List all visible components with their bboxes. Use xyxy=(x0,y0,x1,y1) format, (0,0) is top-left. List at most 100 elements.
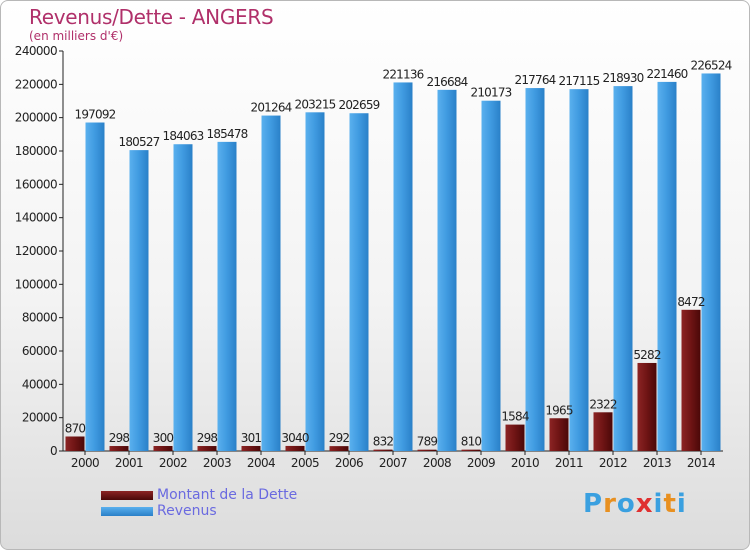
bar-dette xyxy=(109,446,129,451)
bar-dette xyxy=(681,309,701,451)
bar-revenus xyxy=(481,100,501,451)
bar-revenus xyxy=(613,86,633,451)
y-tick-label: 80000 xyxy=(22,311,57,325)
y-tick-label: 0 xyxy=(50,444,57,458)
data-label: 216684 xyxy=(426,75,467,89)
logo-letter: x xyxy=(635,489,654,519)
y-tick-label: 100000 xyxy=(15,277,57,291)
bar-dette xyxy=(417,449,437,451)
logo-letter: i xyxy=(676,489,687,519)
y-tick-label: 20000 xyxy=(22,411,57,425)
data-label: 1584 xyxy=(501,410,529,424)
bar-revenus xyxy=(701,73,721,452)
data-label: 5282 xyxy=(633,348,661,362)
y-tick-label: 180000 xyxy=(15,144,57,158)
bar-dette xyxy=(549,418,569,451)
y-tick-label: 240000 xyxy=(15,44,57,58)
data-label: 292 xyxy=(329,431,350,445)
bar-dette xyxy=(593,412,613,451)
legend-label-revenus: Revenus xyxy=(157,503,217,519)
logo-letter: P xyxy=(583,489,604,519)
data-label: 2322 xyxy=(589,397,617,411)
y-tick-label: 220000 xyxy=(15,77,57,91)
x-tick-label: 2001 xyxy=(115,456,143,470)
bar-dette xyxy=(461,449,481,451)
x-tick-label: 2009 xyxy=(467,456,495,470)
bar-dette xyxy=(241,445,261,451)
x-tick-label: 2004 xyxy=(247,456,275,470)
bar-revenus xyxy=(349,113,369,452)
logo-letter: t xyxy=(663,489,677,519)
data-label: 203215 xyxy=(294,97,335,111)
bar-dette xyxy=(373,449,393,451)
bar-dette xyxy=(329,446,349,451)
bar-dette xyxy=(197,446,217,451)
legend-swatch-revenus xyxy=(101,507,153,516)
data-label: 8472 xyxy=(677,295,705,309)
bar-revenus xyxy=(85,122,105,451)
bar-revenus xyxy=(525,88,545,451)
x-tick-label: 2006 xyxy=(335,456,363,470)
bar-dette xyxy=(285,445,305,451)
data-label: 1965 xyxy=(545,403,573,417)
bar-dette xyxy=(65,436,85,451)
y-tick-label: 200000 xyxy=(15,111,57,125)
x-tick-label: 2003 xyxy=(203,456,231,470)
legend-swatch-dette xyxy=(101,491,153,500)
x-tick-label: 2010 xyxy=(511,456,539,470)
data-label: 301 xyxy=(241,431,262,445)
bar-revenus xyxy=(437,89,457,452)
bar-dette xyxy=(637,362,657,451)
data-label: 202659 xyxy=(338,98,379,112)
y-tick-label: 160000 xyxy=(15,177,57,191)
data-label: 197092 xyxy=(74,108,115,122)
bar-revenus xyxy=(129,150,149,451)
data-label: 298 xyxy=(197,431,218,445)
bar-revenus xyxy=(173,144,193,451)
bar-revenus xyxy=(217,141,237,451)
x-tick-label: 2008 xyxy=(423,456,451,470)
bar-dette xyxy=(153,445,173,451)
x-tick-label: 2007 xyxy=(379,456,407,470)
data-label: 217764 xyxy=(514,73,555,87)
x-tick-label: 2000 xyxy=(71,456,99,470)
data-label: 201264 xyxy=(250,101,291,115)
chart-title: Revenus/Dette - ANGERS xyxy=(29,5,274,29)
bar-dette xyxy=(505,424,525,451)
x-tick-label: 2002 xyxy=(159,456,187,470)
logo-letter: r xyxy=(603,489,617,519)
y-tick-label: 120000 xyxy=(15,244,57,258)
y-tick-label: 140000 xyxy=(15,211,57,225)
bar-revenus xyxy=(657,81,677,452)
x-tick-label: 2011 xyxy=(555,456,583,470)
data-label: 226524 xyxy=(690,58,731,72)
bar-revenus xyxy=(393,82,413,451)
x-tick-label: 2013 xyxy=(643,456,671,470)
legend-label-dette: Montant de la Dette xyxy=(157,487,298,503)
data-label: 184063 xyxy=(162,129,203,143)
chart-subtitle: (en milliers d'€) xyxy=(29,29,124,43)
data-label: 218930 xyxy=(602,71,643,85)
bar-revenus xyxy=(305,112,325,451)
data-label: 789 xyxy=(417,435,438,449)
data-label: 180527 xyxy=(118,135,159,149)
data-label: 217115 xyxy=(558,74,599,88)
bar-revenus xyxy=(569,89,589,452)
y-tick-label: 60000 xyxy=(22,344,57,358)
x-tick-label: 2005 xyxy=(291,456,319,470)
y-tick-label: 40000 xyxy=(22,377,57,391)
logo-letter: o xyxy=(616,489,636,519)
logo-letter: i xyxy=(653,489,664,519)
data-label: 3040 xyxy=(281,431,309,445)
data-label: 300 xyxy=(153,431,174,445)
data-label: 832 xyxy=(373,435,394,449)
data-label: 185478 xyxy=(206,127,247,141)
data-label: 221136 xyxy=(382,67,423,81)
data-label: 810 xyxy=(461,435,482,449)
x-tick-label: 2012 xyxy=(599,456,627,470)
bar-revenus xyxy=(261,115,281,451)
data-label: 210173 xyxy=(470,86,511,100)
data-label: 298 xyxy=(109,431,130,445)
